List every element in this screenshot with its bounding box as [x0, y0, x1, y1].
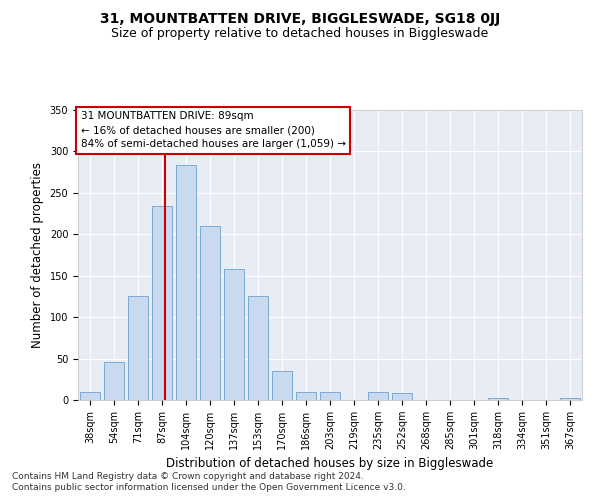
- Bar: [224, 269, 244, 400]
- Bar: [560, 398, 580, 400]
- Bar: [488, 398, 508, 400]
- Text: Contains HM Land Registry data © Crown copyright and database right 2024.: Contains HM Land Registry data © Crown c…: [12, 472, 364, 481]
- Bar: [200, 226, 220, 400]
- Bar: [296, 392, 316, 400]
- Bar: [248, 296, 268, 400]
- Bar: [80, 392, 100, 400]
- Text: Contains public sector information licensed under the Open Government Licence v3: Contains public sector information licen…: [12, 483, 406, 492]
- Text: 31 MOUNTBATTEN DRIVE: 89sqm
← 16% of detached houses are smaller (200)
84% of se: 31 MOUNTBATTEN DRIVE: 89sqm ← 16% of det…: [80, 112, 346, 150]
- Bar: [128, 296, 148, 400]
- Bar: [176, 164, 196, 400]
- Bar: [368, 392, 388, 400]
- Y-axis label: Number of detached properties: Number of detached properties: [31, 162, 44, 348]
- Text: 31, MOUNTBATTEN DRIVE, BIGGLESWADE, SG18 0JJ: 31, MOUNTBATTEN DRIVE, BIGGLESWADE, SG18…: [100, 12, 500, 26]
- Bar: [320, 392, 340, 400]
- Bar: [152, 206, 172, 400]
- Text: Size of property relative to detached houses in Biggleswade: Size of property relative to detached ho…: [112, 28, 488, 40]
- Bar: [392, 394, 412, 400]
- Bar: [272, 371, 292, 400]
- Text: Distribution of detached houses by size in Biggleswade: Distribution of detached houses by size …: [166, 458, 494, 470]
- Bar: [104, 362, 124, 400]
